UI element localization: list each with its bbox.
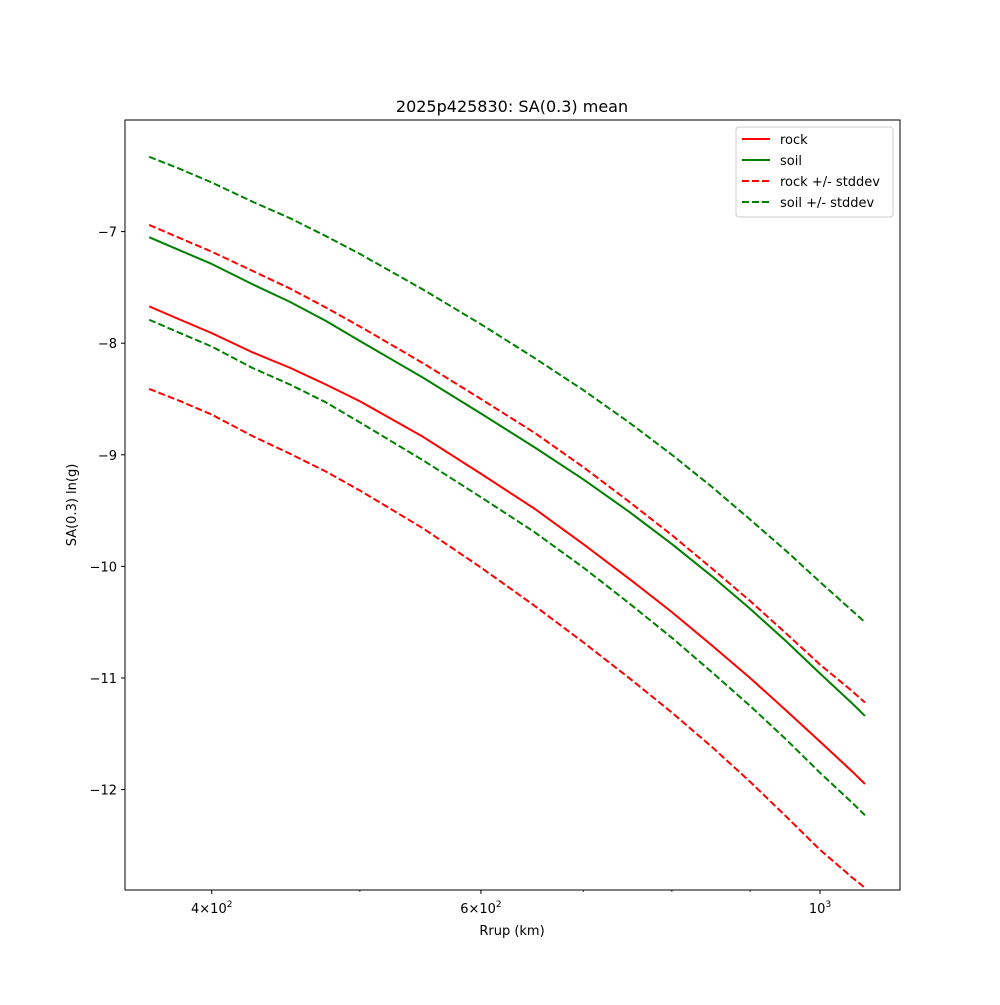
series-line-3 <box>148 388 866 889</box>
axes: −7−8−9−10−11−124×102 6×102 103 <box>90 119 901 917</box>
y-tick-label: −8 <box>98 337 117 352</box>
y-tick-label: −10 <box>90 560 117 575</box>
plot-area <box>148 155 866 889</box>
x-tick-label: 4×102 <box>191 900 232 917</box>
legend-label: rock <box>780 133 808 148</box>
y-tick-label: −12 <box>90 784 117 799</box>
legend: rock soil rock +/- stddev soil +/- stddev <box>735 126 894 218</box>
x-tick-label-exponent: 3 <box>825 900 831 910</box>
series-line-0 <box>148 305 866 785</box>
x-tick-label-exponent: 2 <box>227 900 233 910</box>
x-tick-label-base: 10 <box>809 902 826 917</box>
y-tick-label: −11 <box>90 672 117 687</box>
x-tick-label: 103 <box>809 900 831 917</box>
legend-label: soil <box>780 154 802 169</box>
chart-title: 2025p425830: SA(0.3) mean <box>396 97 628 116</box>
x-tick-label-base: 6×10 <box>460 902 496 917</box>
series-line-2 <box>148 223 866 704</box>
y-tick-label: −7 <box>98 226 117 241</box>
legend-label: soil +/- stddev <box>780 196 875 211</box>
legend-box <box>735 126 894 218</box>
x-axis-label: Rrup (km) <box>479 924 544 939</box>
axes-frame <box>124 119 901 891</box>
legend-label: rock +/- stddev <box>780 175 880 190</box>
series-line-1 <box>148 236 866 717</box>
x-tick-label: 6×102 <box>460 900 501 917</box>
series-line-4 <box>148 155 866 623</box>
y-tick-label: −9 <box>98 449 117 464</box>
x-tick-label-base: 4×10 <box>191 902 227 917</box>
y-axis-label: SA(0.3) ln(g) <box>65 464 80 547</box>
series-line-5 <box>148 318 866 816</box>
x-tick-label-exponent: 2 <box>496 900 502 910</box>
